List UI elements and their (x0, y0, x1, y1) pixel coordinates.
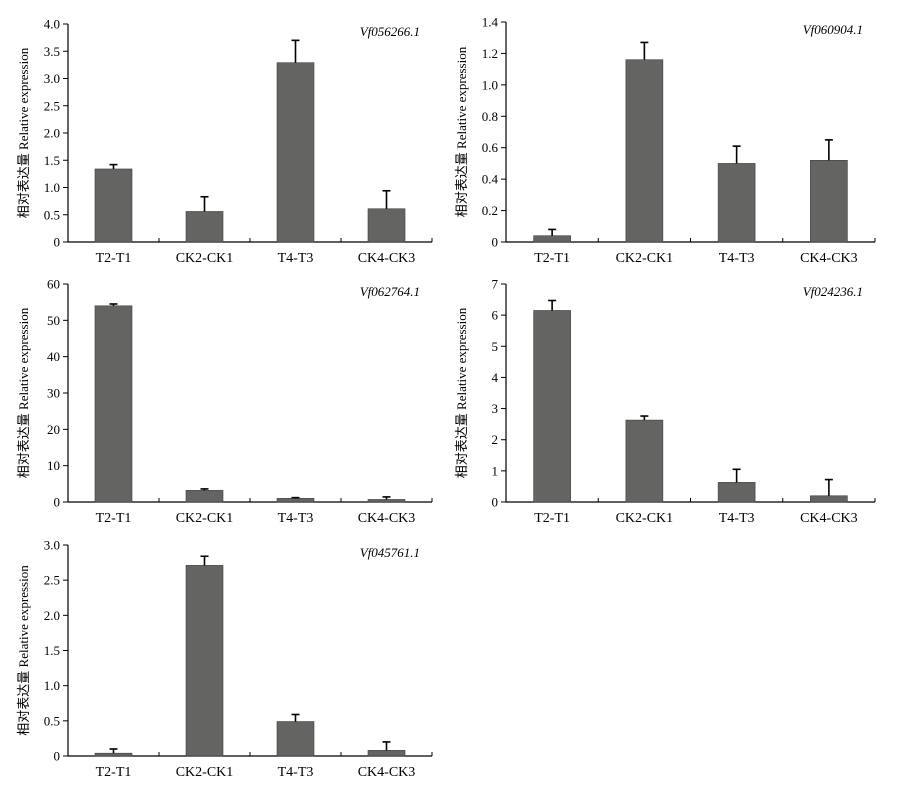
y-tick-label: 0 (54, 495, 61, 510)
gene-annotation: Vf024236.1 (803, 284, 863, 299)
bar-t4-t3 (276, 498, 315, 503)
y-tick-label: 0 (54, 749, 61, 764)
bar-ck2-ck1 (185, 490, 224, 503)
x-category-label: T4-T3 (719, 251, 755, 266)
x-category-label: CK4-CK3 (358, 511, 416, 526)
chart-panel-5: 0 0.5 1.0 1.5 2.0 2.5 3.0 T2-T1 CK2-CK1 T4-T3 CK4-… (16, 538, 433, 780)
y-axis-label: 相对表达量 Relative expression (454, 307, 469, 478)
y-tick-label: 0.5 (44, 713, 60, 728)
x-category-label: CK4-CK3 (800, 251, 858, 266)
x-category-label: T4-T3 (278, 765, 314, 780)
x-category-label: CK2-CK1 (176, 511, 234, 526)
x-category-label: T4-T3 (719, 511, 755, 526)
x-category-label: T2-T1 (96, 765, 132, 780)
y-tick-label: 5 (492, 339, 499, 354)
y-tick-label: 0.6 (482, 140, 499, 155)
y-tick-label: 3 (492, 401, 499, 416)
x-category-label: T2-T1 (96, 511, 132, 526)
y-tick-label: 3.0 (44, 538, 60, 553)
y-tick-label: 1.0 (44, 678, 60, 693)
y-tick-label: 60 (47, 277, 60, 292)
bar-t2-t1 (94, 168, 133, 243)
y-tick-label: 10 (47, 458, 60, 473)
y-tick-label: 1.5 (44, 643, 60, 658)
bar-t2-t1 (533, 235, 571, 243)
y-tick-label: 2.0 (44, 126, 60, 141)
y-tick-label: 0.2 (482, 203, 498, 218)
gene-annotation: Vf045761.1 (360, 545, 420, 560)
y-tick-label: 1.0 (482, 77, 498, 92)
bar-ck4-ck3 (367, 208, 406, 243)
x-category-label: T2-T1 (534, 511, 570, 526)
y-tick-label: 30 (47, 386, 60, 401)
x-category-label: T2-T1 (96, 251, 132, 266)
y-tick-label: 3.0 (44, 71, 60, 86)
gene-annotation: Vf060904.1 (803, 22, 863, 37)
y-tick-label: 1.2 (482, 46, 498, 61)
y-tick-label: 4 (492, 370, 499, 385)
bar-t2-t1 (533, 310, 571, 503)
chart-panel-1: 0 0.5 1.0 1.5 2.0 2.5 3.0 3.5 4.0 T2-T1 CK2-CK1 T4-… (16, 17, 433, 266)
y-tick-label: 20 (47, 422, 60, 437)
bar-ck2-ck1 (185, 211, 224, 243)
y-tick-label: 40 (47, 349, 60, 364)
y-tick-label: 0.8 (482, 109, 498, 124)
bar-t4-t3 (717, 482, 756, 503)
y-tick-label: 2.5 (44, 573, 60, 588)
bar-ck4-ck3 (810, 495, 848, 503)
y-tick-label: 1.5 (44, 153, 60, 168)
x-category-label: CK4-CK3 (358, 765, 416, 780)
chart-panel-2: 0 0.2 0.4 0.6 0.8 1.0 1.2 1.4 T2-T1 CK2-CK1 T4-T3 C… (454, 15, 876, 266)
chart-panel-4: 0 1 2 3 4 5 6 7 T2-T1 CK2-CK1 T4-T3 CK4-CK3 Vf024236… (454, 277, 876, 526)
y-axis-label: 相对表达量 Relative expression (16, 47, 31, 218)
x-category-label: CK2-CK1 (176, 765, 234, 780)
bar-ck2-ck1 (625, 59, 664, 243)
gene-annotation: Vf056266.1 (360, 24, 420, 39)
gene-annotation: Vf062764.1 (360, 284, 420, 299)
y-tick-label: 0 (54, 235, 61, 250)
y-tick-label: 1.0 (44, 180, 60, 195)
y-tick-label: 1.4 (482, 15, 499, 30)
x-category-label: CK2-CK1 (616, 511, 674, 526)
y-tick-label: 2 (492, 432, 499, 447)
x-category-label: CK2-CK1 (176, 251, 234, 266)
x-category-label: T4-T3 (278, 511, 314, 526)
y-axis-label: 相对表达量 Relative expression (16, 565, 31, 736)
x-category-label: T4-T3 (278, 251, 314, 266)
y-tick-label: 50 (47, 313, 60, 328)
bar-t4-t3 (717, 163, 756, 243)
bar-t2-t1 (94, 752, 133, 757)
y-tick-label: 4.0 (44, 17, 60, 32)
y-tick-label: 0 (492, 495, 499, 510)
bar-ck4-ck3 (367, 750, 406, 757)
y-tick-label: 3.5 (44, 44, 60, 59)
chart-panel-3: 0 10 20 30 40 50 60 T2-T1 CK2-CK1 T4-T3 CK4-CK3 Vf0… (16, 277, 433, 526)
y-tick-label: 7 (492, 277, 499, 292)
y-tick-label: 1 (492, 463, 499, 478)
bar-t4-t3 (276, 62, 315, 243)
y-axis-label: 相对表达量 Relative expression (454, 46, 469, 217)
bar-t2-t1 (94, 305, 133, 503)
bar-t4-t3 (276, 721, 315, 757)
bar-ck4-ck3 (810, 159, 848, 243)
bar-ck2-ck1 (625, 419, 664, 503)
x-category-label: T2-T1 (534, 251, 570, 266)
x-category-label: CK4-CK3 (358, 251, 416, 266)
x-category-label: CK2-CK1 (616, 251, 674, 266)
bar-ck4-ck3 (367, 499, 406, 503)
x-category-label: CK4-CK3 (800, 511, 858, 526)
y-tick-label: 2.0 (44, 608, 60, 623)
y-tick-label: 2.5 (44, 98, 60, 113)
y-tick-label: 6 (492, 308, 499, 323)
y-tick-label: 0 (492, 235, 499, 250)
bar-ck2-ck1 (185, 565, 224, 757)
y-axis-label: 相对表达量 Relative expression (16, 307, 31, 478)
y-tick-label: 0.4 (482, 172, 499, 187)
y-tick-label: 0.5 (44, 207, 60, 222)
